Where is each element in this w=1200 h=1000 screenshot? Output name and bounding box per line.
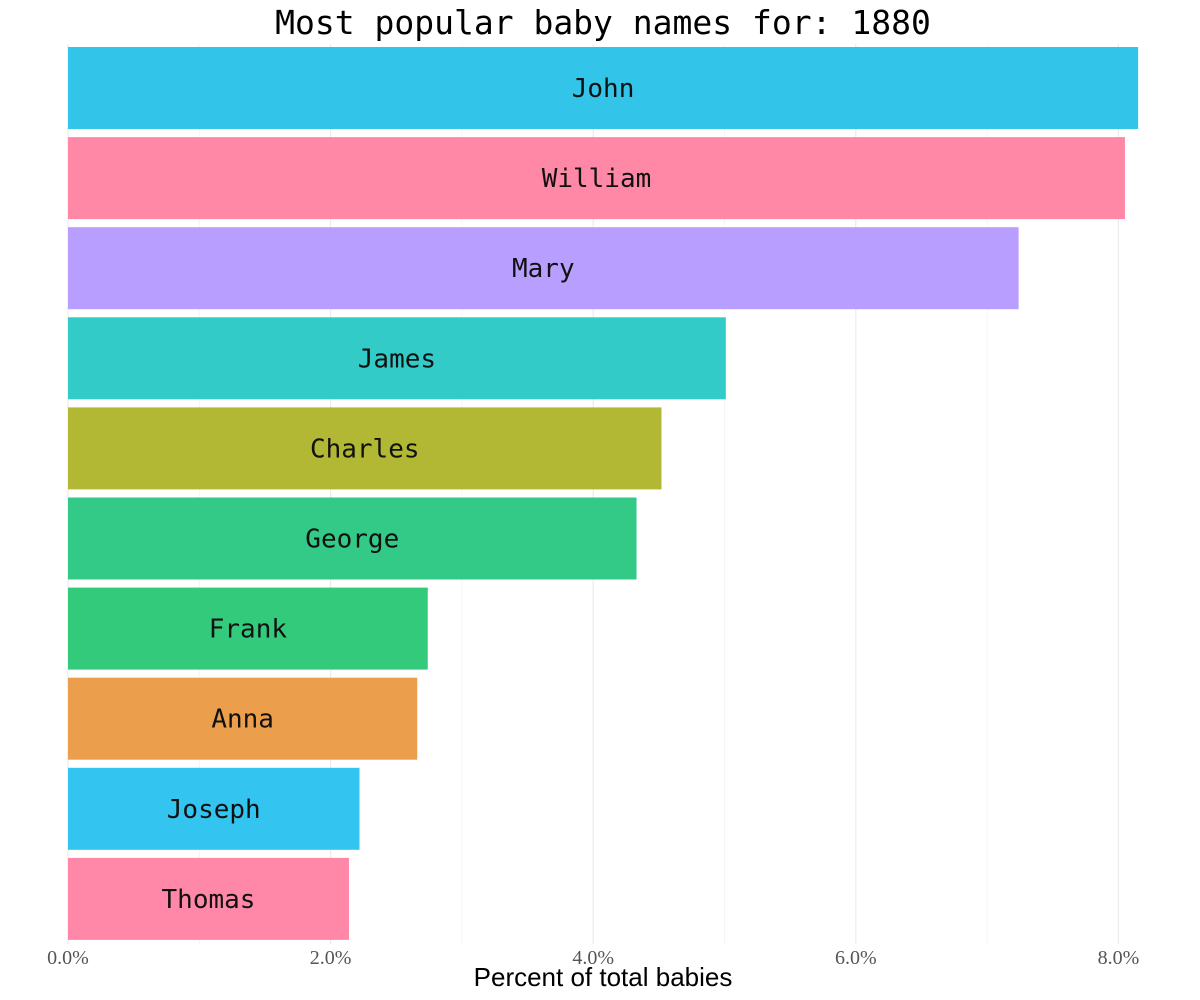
bar-thomas — [68, 857, 349, 940]
bar-label-mary: Mary — [512, 254, 575, 284]
x-tick-label: 4.0% — [572, 947, 614, 969]
x-tick-label: 8.0% — [1098, 947, 1140, 969]
x-tick-label: 6.0% — [835, 947, 877, 969]
bar-label-charles: Charles — [310, 434, 420, 464]
bar-label-james: James — [358, 344, 436, 374]
bar-joseph — [68, 767, 360, 850]
x-axis-label: Percent of total babies — [474, 962, 733, 992]
bar-label-thomas: Thomas — [162, 885, 256, 915]
bar-james — [68, 317, 726, 400]
bar-george — [68, 497, 637, 580]
bar-mary — [68, 227, 1019, 310]
bars — [68, 47, 1139, 940]
bar-william — [68, 137, 1125, 220]
bar-anna — [68, 677, 418, 760]
bar-label-frank: Frank — [209, 615, 288, 645]
chart-title: Most popular baby names for: 1880 — [275, 3, 931, 42]
bar-label-anna: Anna — [211, 705, 274, 735]
bar-charles — [68, 407, 662, 490]
bar-john — [68, 47, 1139, 129]
bar-label-john: John — [572, 74, 635, 104]
x-axis-ticks: 0.0% 2.0% 4.0% 6.0% 8.0% — [47, 947, 1139, 969]
bar-label-george: George — [305, 525, 399, 555]
x-tick-label: 2.0% — [310, 947, 352, 969]
bar-labels: John William Mary James Charles George Frank An… — [162, 74, 652, 915]
bar-frank — [68, 587, 428, 670]
x-tick-label: 0.0% — [47, 947, 89, 969]
bar-label-william: William — [542, 164, 652, 194]
bar-label-joseph: Joseph — [167, 795, 261, 825]
